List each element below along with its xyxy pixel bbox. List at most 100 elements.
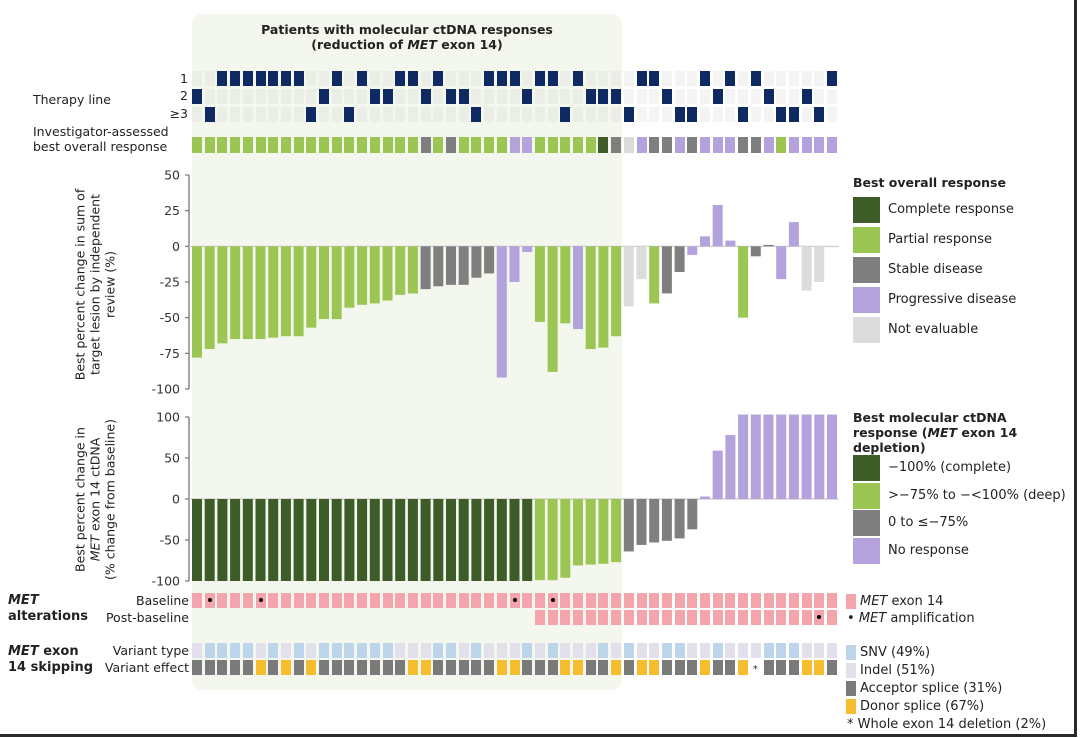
investigator-response-cell (344, 137, 355, 153)
therapy-line-cell-empty (763, 107, 774, 122)
bor-legend-label: Complete response (888, 202, 1014, 217)
investigator-response-cell (611, 137, 622, 153)
therapy-line-cell-empty (560, 71, 571, 86)
baseline-met-exon14-cell (344, 593, 355, 608)
bor-legend-label: Partial response (888, 232, 993, 247)
ctdna-bar (674, 499, 685, 539)
investigator-response-cell (217, 137, 228, 153)
therapy-line-cell-filled (611, 89, 622, 104)
therapy-line-cell-empty (801, 71, 812, 86)
therapy-line-cell-empty (382, 71, 393, 86)
variant-effect-cell (357, 660, 368, 675)
therapy-line-cell-empty (712, 107, 723, 122)
baseline-met-exon14-cell (827, 593, 837, 608)
therapy-line-cell-filled (319, 89, 329, 104)
variant-type-cell (560, 643, 571, 658)
post-baseline-met-exon14-cell (560, 610, 571, 625)
waterfall-bar (801, 246, 812, 291)
therapy-line-cell-filled (344, 107, 355, 122)
variant-type-label: Variant type (112, 643, 189, 658)
baseline-met-exon14-cell (788, 593, 799, 608)
baseline-met-exon14-cell (700, 593, 710, 608)
waterfall-bar (611, 246, 622, 337)
therapy-line-cell-filled (712, 89, 723, 104)
waterfall-bar (827, 246, 837, 248)
donor-legend: Donor splice (67%) (860, 699, 985, 714)
baseline-met-exon14-cell (522, 593, 533, 608)
therapy-line-cell-filled (255, 71, 266, 86)
ctdna-y-tick-label: -50 (160, 533, 180, 548)
variant-type-cell (446, 643, 456, 658)
waterfall-bar (522, 246, 533, 253)
investigator-response-cell (319, 137, 329, 153)
therapy-line-cell-empty (255, 107, 266, 122)
investigator-response-cell (585, 137, 596, 153)
waterfall-bar (344, 246, 355, 308)
variant-effect-cell (674, 660, 685, 675)
variant-effect-cell (230, 660, 241, 675)
waterfall-bar (534, 246, 545, 322)
whole-deletion-symbol: * (847, 717, 854, 732)
met-amp-legend-em: MET (858, 611, 887, 626)
variant-effect-cell (204, 660, 215, 675)
waterfall-bar (636, 246, 647, 280)
therapy-line-cell-filled (407, 71, 418, 86)
therapy-line-cell-empty (522, 107, 533, 122)
therapy-line-cell-empty (788, 71, 799, 86)
variant-type-cell (204, 643, 215, 658)
ctdna-y-tick-label: 0 (172, 492, 180, 507)
baseline-met-exon14-cell (560, 593, 571, 608)
variant-type-cell (649, 643, 660, 658)
baseline-met-exon14-cell (585, 593, 596, 608)
variant-effect-cell (712, 660, 723, 675)
therapy-line-cell-empty (471, 89, 482, 104)
therapy-line-cell-filled (649, 71, 660, 86)
met-exon14-legend-rest: exon 14 (887, 594, 944, 609)
investigator-label-1: Investigator-assessed (33, 124, 169, 139)
therapy-line-cell-empty (700, 107, 710, 122)
therapy-line-cell-empty (306, 89, 317, 104)
waterfall-bar (725, 240, 736, 247)
therapy-line-cell-empty (725, 107, 736, 122)
waterfall-bar (700, 236, 710, 247)
post-baseline-met-exon14-cell (585, 610, 596, 625)
met-exon14-swatch (846, 594, 856, 609)
variant-effect-cell (827, 660, 837, 675)
variant-effect-cell (395, 660, 406, 675)
ctdna-bar (255, 499, 266, 581)
bor-legend-title: Best overall response (853, 175, 1006, 190)
post-baseline-met-exon14-cell (661, 610, 672, 625)
waterfall-bar (230, 246, 241, 340)
title-line-2-pre: (reduction of (311, 37, 408, 52)
post-baseline-met-exon14-cell (573, 610, 583, 625)
variant-effect-cell (192, 660, 202, 675)
post-baseline-met-exon14-cell (712, 610, 723, 625)
met-alterations-rest: alterations (8, 609, 89, 624)
baseline-met-exon14-cell (801, 593, 812, 608)
variant-effect-cell (484, 660, 495, 675)
waterfall-bar (407, 246, 418, 294)
ctdna-bar (458, 499, 469, 581)
therapy-line-cell-filled (357, 71, 368, 86)
therapy-line-cell-empty (280, 107, 291, 122)
variant-effect-cell (242, 660, 253, 675)
waterfall-bar (623, 246, 634, 307)
ctdna-bar (522, 499, 533, 581)
therapy-line-cell-empty (801, 107, 812, 122)
snv-swatch (846, 645, 856, 660)
baseline-met-exon14-cell (242, 593, 253, 608)
variant-effect-cell (458, 660, 469, 675)
ctdna-bar (192, 499, 202, 581)
ctdna-bar (585, 499, 596, 565)
investigator-response-cell (293, 137, 304, 153)
variant-type-cell (433, 643, 444, 658)
baseline-met-exon14-cell (395, 593, 406, 608)
waterfall-bar (357, 246, 368, 305)
ctdna-y-tick-label: -100 (152, 574, 180, 589)
therapy-line-cell-empty (636, 107, 647, 122)
bor-legend-swatch (853, 197, 880, 223)
baseline-met-exon14-cell (446, 593, 456, 608)
ctdna-bar (750, 414, 761, 499)
variant-effect-cell (700, 660, 710, 675)
